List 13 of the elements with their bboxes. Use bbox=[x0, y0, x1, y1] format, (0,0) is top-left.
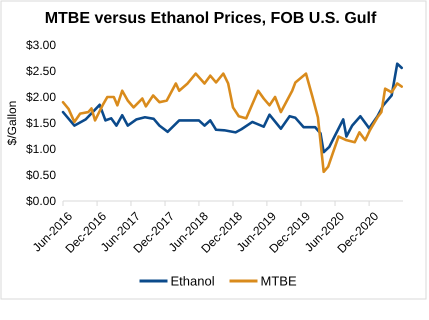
line-series bbox=[62, 72, 403, 174]
y-tick-label: $1.00 bbox=[26, 142, 56, 156]
line-series bbox=[62, 62, 403, 154]
y-tick-label: $2.50 bbox=[26, 64, 56, 78]
y-tick-label: $1.50 bbox=[26, 116, 56, 130]
legend-label: Ethanol bbox=[170, 274, 215, 289]
y-tick-label: $0.50 bbox=[26, 168, 56, 182]
y-tick-label: $0.00 bbox=[26, 194, 56, 208]
y-axis-title: $/Gallon bbox=[5, 100, 19, 146]
chart-title: MTBE versus Ethanol Prices, FOB U.S. Gulf bbox=[44, 10, 377, 27]
y-tick-label: $3.00 bbox=[26, 38, 56, 52]
y-tick-label: $2.00 bbox=[26, 90, 56, 104]
legend-label: MTBE bbox=[260, 274, 297, 289]
